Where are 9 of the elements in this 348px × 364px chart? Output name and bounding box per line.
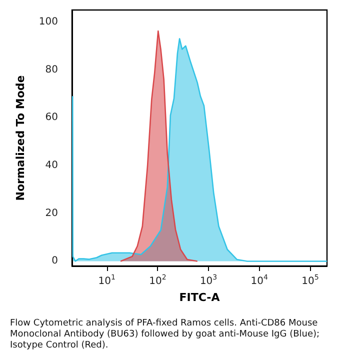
y-tick-label: 40 <box>45 160 58 172</box>
y-axis-title: Normalized To Mode <box>14 75 27 201</box>
text: Flow Cytometric analysis of PFA-fixed Ramos cells. Anti-CD86 Mouse Monoclonal Antibody (BU63) followed by goat anti-Mouse IgG (Blue); Isotype Control (Red). <box>10 318 322 350</box>
y-tick-label: 100 <box>38 16 58 28</box>
y-tick-label: 80 <box>45 64 58 76</box>
y-tick-label: 0 <box>52 256 58 267</box>
y-tick-label: 60 <box>45 112 58 124</box>
x-axis-title: FITC-A <box>179 291 220 304</box>
y-tick-label: 20 <box>45 208 58 219</box>
